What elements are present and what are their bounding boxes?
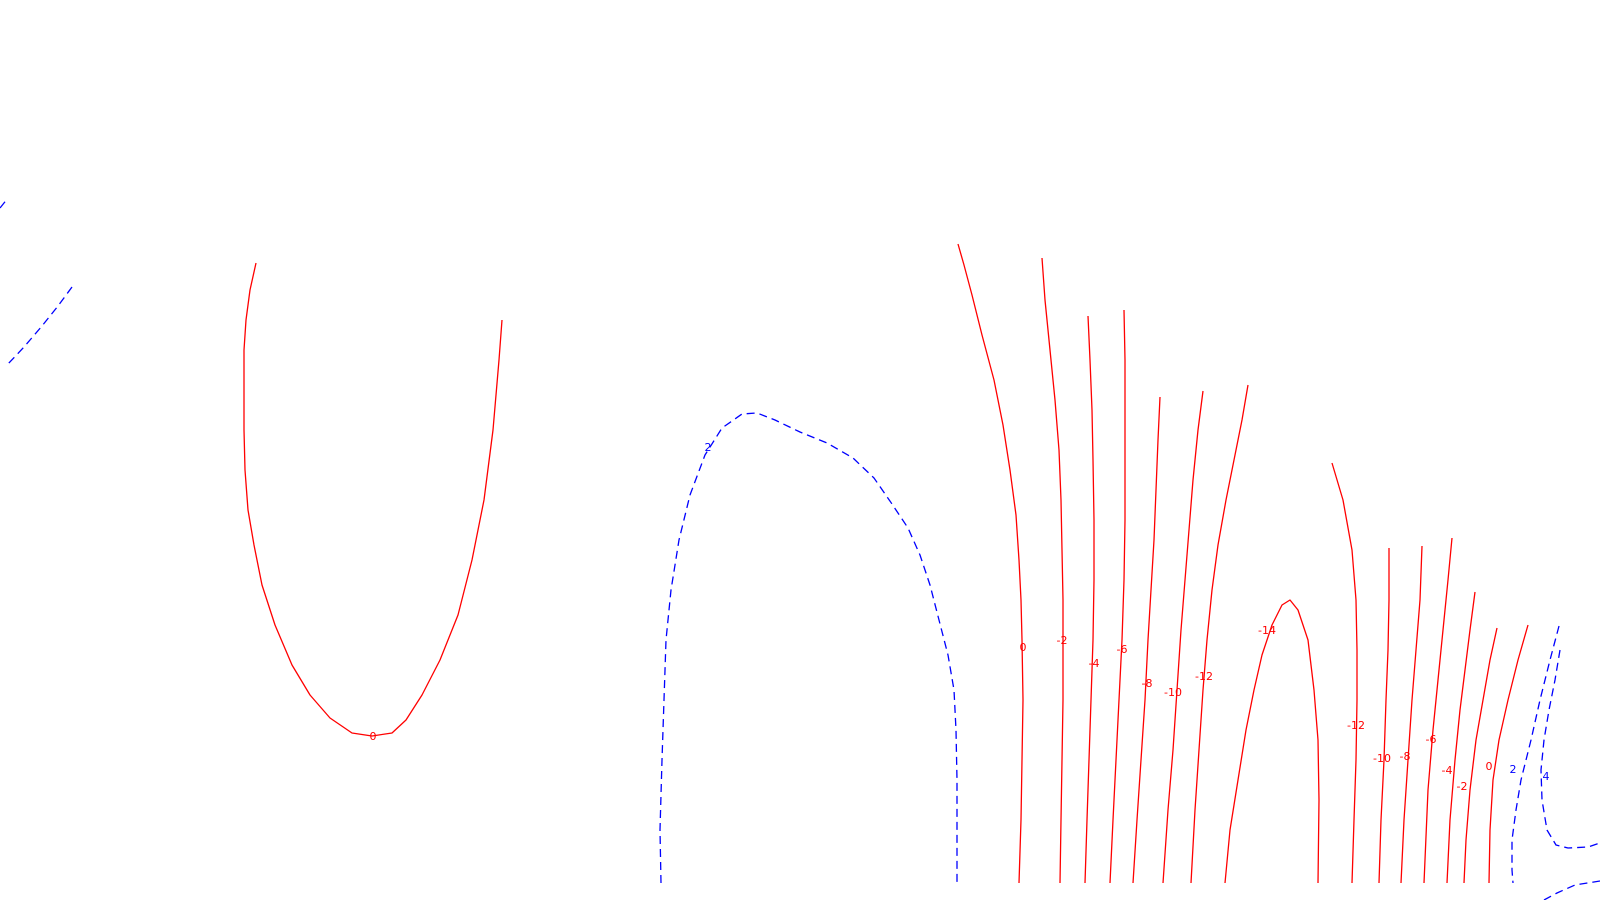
- contour-label-far-right-minus-2: -2: [1457, 780, 1468, 793]
- contour-label-right-minus-12: -12: [1195, 670, 1213, 683]
- contour-labels: 0 2 0 -2 -4 -6 -8 -10 -12 -14 -12 -10 -8 -6 -4 -2 0 2 4: [370, 441, 1550, 793]
- contour-label-right-minus-6: -6: [1117, 643, 1128, 656]
- contour-line-far-right-zero: [1488, 624, 1529, 884]
- contour-label-right-minus-8: -8: [1142, 677, 1153, 690]
- contour-line-right-minus-8: [1132, 396, 1161, 884]
- contour-line-far-right-minus-4: [1446, 591, 1476, 884]
- contour-line-center-positive-loop: [659, 412, 958, 884]
- contour-line-far-right-plus-2: [1511, 625, 1560, 884]
- contour-line-far-right-minus-6: [1423, 537, 1453, 884]
- contour-line-right-minus-14: [1224, 599, 1320, 884]
- contour-line-right-minus-6: [1109, 309, 1126, 884]
- contour-line-far-right-plus-4: [1540, 649, 1600, 849]
- contour-label-right-minus-2: -2: [1057, 634, 1068, 647]
- contour-label-far-right-minus-4: -4: [1442, 764, 1453, 777]
- contour-line-right-minus-12: [1190, 384, 1249, 884]
- contour-line-far-right-minus-2: [1463, 627, 1498, 884]
- contour-label-far-right-zero: 0: [1486, 760, 1493, 773]
- contour-line-far-right-minus-12: [1331, 462, 1358, 884]
- contour-line-right-minus-10: [1162, 390, 1204, 884]
- contour-line-far-right-minus-8: [1400, 545, 1423, 884]
- contour-label-right-zero: 0: [1020, 641, 1027, 654]
- contour-label-far-right-minus-10: -10: [1373, 752, 1391, 765]
- contour-label-right-minus-10: -10: [1164, 686, 1182, 699]
- contour-label-center-positive-loop: 2: [705, 441, 712, 454]
- contour-label-far-right-plus-2: 2: [1510, 763, 1517, 776]
- contour-line-far-right-minus-10: [1378, 548, 1390, 884]
- contour-label-far-right-minus-12: -12: [1347, 719, 1365, 732]
- contour-line-far-right-plus-4-segment: [1543, 880, 1600, 900]
- contour-label-right-minus-4: -4: [1089, 657, 1100, 670]
- contour-label-far-right-plus-4: 4: [1543, 770, 1550, 783]
- contour-line-right-minus-2: [1041, 257, 1064, 884]
- contour-label-far-right-minus-6: -6: [1426, 733, 1437, 746]
- contour-line-left-positive-arc-segment: [7, 286, 73, 365]
- contour-line-left-zero-loop: [243, 262, 503, 737]
- contour-lines: [0, 197, 1600, 900]
- contour-line-left-positive-arc: [0, 197, 9, 209]
- contour-label-far-right-minus-8: -8: [1400, 750, 1411, 763]
- contour-line-right-minus-4: [1084, 315, 1095, 884]
- contour-label-left-zero-loop: 0: [370, 730, 377, 743]
- contour-label-right-minus-14: -14: [1258, 624, 1276, 637]
- contour-line-right-zero: [957, 243, 1024, 884]
